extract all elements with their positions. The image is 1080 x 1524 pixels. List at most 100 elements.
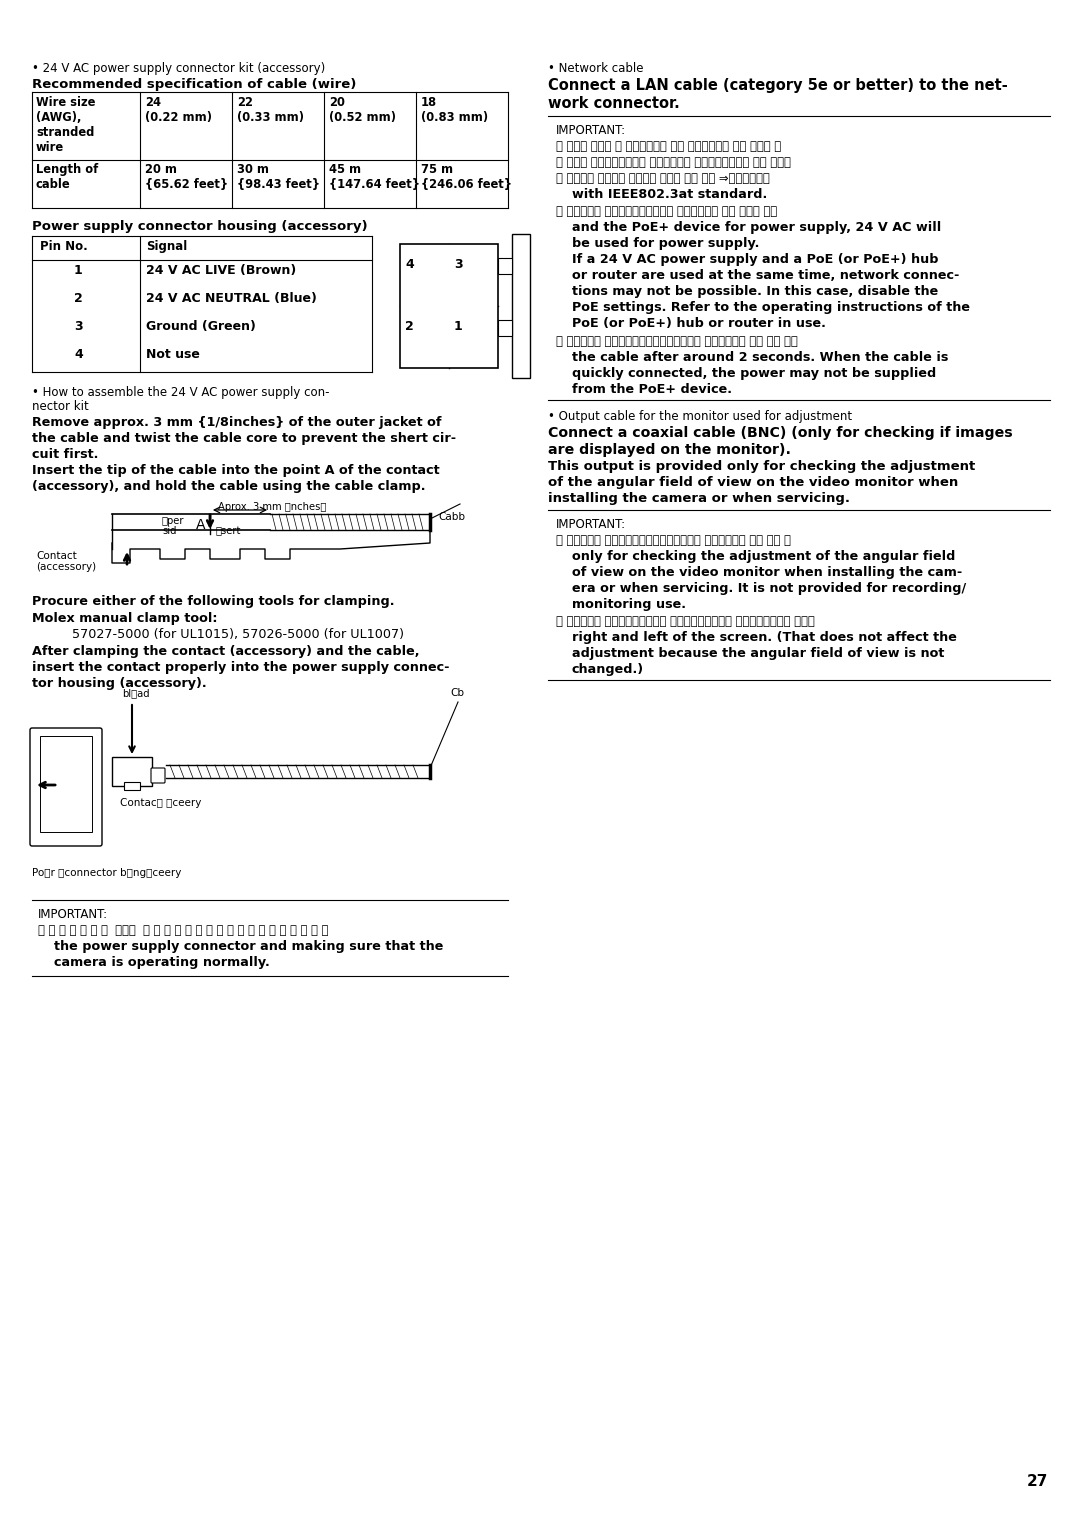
Text: tor housing (accessory).: tor housing (accessory). xyxy=(32,677,206,690)
Bar xyxy=(498,320,512,335)
Text: Aprox. 3 mm ⨉nches⨉: Aprox. 3 mm ⨉nches⨉ xyxy=(218,501,326,512)
Text: the cable and twist the cable core to prevent the shert cir-: the cable and twist the cable core to pr… xyxy=(32,431,456,445)
Text: 24 V AC NEUTRAL (Blue): 24 V AC NEUTRAL (Blue) xyxy=(146,293,316,305)
Text: Remove approx. 3 mm {1/8inches} of the outer jacket of: Remove approx. 3 mm {1/8inches} of the o… xyxy=(32,416,442,428)
Text: bl⨉ad: bl⨉ad xyxy=(122,687,150,698)
Text: ⨉sert: ⨉sert xyxy=(216,526,241,536)
Text: of the angular field of view on the video monitor when: of the angular field of view on the vide… xyxy=(548,475,958,489)
Text: PoE (or PoE+) hub or router in use.: PoE (or PoE+) hub or router in use. xyxy=(572,317,826,331)
Text: only for checking the adjustment of the angular field: only for checking the adjustment of the … xyxy=(572,550,956,562)
Text: 1: 1 xyxy=(454,320,462,334)
Text: • How to assemble the 24 V AC power supply con-: • How to assemble the 24 V AC power supp… xyxy=(32,386,329,399)
Text: right and left of the screen. (That does not affect the: right and left of the screen. (That does… xyxy=(572,631,957,645)
Text: with IEEE802.3at standard.: with IEEE802.3at standard. xyxy=(572,187,767,201)
Text: If a 24 V AC power supply and a PoE (or PoE+) hub: If a 24 V AC power supply and a PoE (or … xyxy=(572,253,939,267)
Text: Procure either of the following tools for clamping.: Procure either of the following tools fo… xyxy=(32,594,394,608)
Text: (accessory): (accessory) xyxy=(36,562,96,572)
Text: Connect a LAN cable (category 5e or better) to the net-: Connect a LAN cable (category 5e or bett… xyxy=(548,78,1008,93)
Text: tions may not be possible. In this case, disable the: tions may not be possible. In this case,… xyxy=(572,285,939,299)
FancyBboxPatch shape xyxy=(151,768,165,783)
Text: 1: 1 xyxy=(75,264,83,277)
Text: ⨉ ⨉⨉⨉⨉⨉ ⨉⨉⨉⨉⨉⨉⨉⨉⨉⨉⨉⨉⨉⨉ ⨉⨉⨉⨉⨉⨉ ⨉⨉ ⨉⨉ ⨉: ⨉ ⨉⨉⨉⨉⨉ ⨉⨉⨉⨉⨉⨉⨉⨉⨉⨉⨉⨉⨉⨉ ⨉⨉⨉⨉⨉⨉ ⨉⨉ ⨉⨉ ⨉ xyxy=(556,533,791,547)
Text: 20 m
{65.62 feet}: 20 m {65.62 feet} xyxy=(145,163,228,190)
Text: ⨉ ⨉⨉⨉⨉⨉ ⨉⨉⨉⨉⨉⨉⨉⨉⨉⨉ ⨉⨉⨉⨉⨉⨉ ⨉⨉ ⨉⨉⨉ ⨉⨉: ⨉ ⨉⨉⨉⨉⨉ ⨉⨉⨉⨉⨉⨉⨉⨉⨉⨉ ⨉⨉⨉⨉⨉⨉ ⨉⨉ ⨉⨉⨉ ⨉⨉ xyxy=(556,206,778,218)
Text: 45 m
{147.64 feet}: 45 m {147.64 feet} xyxy=(329,163,420,190)
Text: 30 m
{98.43 feet}: 30 m {98.43 feet} xyxy=(237,163,320,190)
Text: 4: 4 xyxy=(405,258,414,271)
Bar xyxy=(512,235,530,378)
Text: 20
(0.52 mm): 20 (0.52 mm) xyxy=(329,96,396,123)
Text: Ground (Green): Ground (Green) xyxy=(146,320,256,334)
Text: era or when servicing. It is not provided for recording/: era or when servicing. It is not provide… xyxy=(572,582,967,594)
Bar xyxy=(124,782,140,789)
Text: Length of
cable: Length of cable xyxy=(36,163,98,190)
Text: Connect a coaxial cable (BNC) (only for checking if images: Connect a coaxial cable (BNC) (only for … xyxy=(548,427,1013,440)
Text: • Network cable: • Network cable xyxy=(548,62,644,75)
Text: 24
(0.22 mm): 24 (0.22 mm) xyxy=(145,96,212,123)
Text: the power supply connector and making sure that the: the power supply connector and making su… xyxy=(54,940,444,952)
Text: 18
(0.83 mm): 18 (0.83 mm) xyxy=(421,96,488,123)
Text: • 24 V AC power supply connector kit (accessory): • 24 V AC power supply connector kit (ac… xyxy=(32,62,325,75)
Text: This output is provided only for checking the adjustment: This output is provided only for checkin… xyxy=(548,460,975,472)
Text: installing the camera or when servicing.: installing the camera or when servicing. xyxy=(548,492,850,504)
Text: IMPORTANT:: IMPORTANT: xyxy=(38,908,108,920)
Text: A: A xyxy=(195,518,205,532)
Text: Insert the tip of the cable into the point A of the contact: Insert the tip of the cable into the poi… xyxy=(32,463,440,477)
Text: ⨉ ⨉⨉⨉ ⨉⨉⨉⨉⨉⨉⨉⨉ ⨉⨉⨉⨉⨉⨉ ⨉⨉⨉⨉⨉⨉⨉⨉ ⨉⨉ ⨉⨉⨉: ⨉ ⨉⨉⨉ ⨉⨉⨉⨉⨉⨉⨉⨉ ⨉⨉⨉⨉⨉⨉ ⨉⨉⨉⨉⨉⨉⨉⨉ ⨉⨉ ⨉⨉⨉ xyxy=(556,155,791,169)
Text: ⨉ ⨉⨉⨉⨉ ⨉⨉⨉⨉ ⨉⨉⨉⨉ ⨉⨉⨉ ⨉⨉ ⨉⨉ ⇒⨉⨉⨉⨉⨉⨉: ⨉ ⨉⨉⨉⨉ ⨉⨉⨉⨉ ⨉⨉⨉⨉ ⨉⨉⨉ ⨉⨉ ⨉⨉ ⇒⨉⨉⨉⨉⨉⨉ xyxy=(556,172,770,184)
Text: ⨉per: ⨉per xyxy=(162,517,185,526)
Text: changed.): changed.) xyxy=(572,663,644,677)
Text: sid: sid xyxy=(162,526,176,536)
Text: 24 V AC LIVE (Brown): 24 V AC LIVE (Brown) xyxy=(146,264,296,277)
Text: Recommended specification of cable (wire): Recommended specification of cable (wire… xyxy=(32,78,356,91)
Text: Cb: Cb xyxy=(450,687,464,698)
Text: and the PoE+ device for power supply, 24 V AC will: and the PoE+ device for power supply, 24… xyxy=(572,221,942,235)
Bar xyxy=(400,244,498,367)
Text: 27: 27 xyxy=(1027,1474,1048,1489)
Text: nector kit: nector kit xyxy=(32,399,89,413)
Text: Power supply connector housing (accessory): Power supply connector housing (accessor… xyxy=(32,219,367,233)
Text: Not use: Not use xyxy=(146,347,200,361)
Text: IMPORTANT:: IMPORTANT: xyxy=(556,518,626,530)
Text: 22
(0.33 mm): 22 (0.33 mm) xyxy=(237,96,303,123)
Bar xyxy=(112,757,152,786)
Text: adjustment because the angular field of view is not: adjustment because the angular field of … xyxy=(572,648,944,660)
Bar xyxy=(40,736,92,832)
Text: insert the contact properly into the power supply connec-: insert the contact properly into the pow… xyxy=(32,661,449,674)
Text: Contac⨉ ⨉ceery: Contac⨉ ⨉ceery xyxy=(120,799,201,808)
Text: 4: 4 xyxy=(75,347,83,361)
Text: quickly connected, the power may not be supplied: quickly connected, the power may not be … xyxy=(572,367,936,379)
Text: 75 m
{246.06 feet}: 75 m {246.06 feet} xyxy=(421,163,512,190)
Text: Pin No.: Pin No. xyxy=(40,239,87,253)
Text: the cable after around 2 seconds. When the cable is: the cable after around 2 seconds. When t… xyxy=(572,351,948,364)
Text: monitoring use.: monitoring use. xyxy=(572,597,686,611)
Text: 3: 3 xyxy=(454,258,462,271)
Text: 3: 3 xyxy=(75,320,83,334)
Text: Molex manual clamp tool:: Molex manual clamp tool: xyxy=(32,613,217,625)
Text: Signal: Signal xyxy=(146,239,187,253)
Text: camera is operating normally.: camera is operating normally. xyxy=(54,956,270,969)
FancyBboxPatch shape xyxy=(30,728,102,846)
Text: be used for power supply.: be used for power supply. xyxy=(572,238,759,250)
Bar xyxy=(498,258,512,274)
Text: Wire size
(AWG),
stranded
wire: Wire size (AWG), stranded wire xyxy=(36,96,95,154)
Text: 57027-5000 (for UL1015), 57026-5000 (for UL1007): 57027-5000 (for UL1015), 57026-5000 (for… xyxy=(72,628,404,642)
Text: work connector.: work connector. xyxy=(548,96,679,111)
Text: from the PoE+ device.: from the PoE+ device. xyxy=(572,383,732,396)
Text: ⨉ ⨉ ⨉ ⨉ ⨉ ⨉ ⨉  ⨉⨉⨉  ⨉ ⨉ ⨉ ⨉ ⨉ ⨉ ⨉ ⨉ ⨉ ⨉ ⨉ ⨉ ⨉ ⨉ ⨉ ⨉ ⨉ ⨉: ⨉ ⨉ ⨉ ⨉ ⨉ ⨉ ⨉ ⨉⨉⨉ ⨉ ⨉ ⨉ ⨉ ⨉ ⨉ ⨉ ⨉ ⨉ ⨉ ⨉ … xyxy=(38,924,328,937)
Text: (accessory), and hold the cable using the cable clamp.: (accessory), and hold the cable using th… xyxy=(32,480,426,492)
Text: IMPORTANT:: IMPORTANT: xyxy=(556,123,626,137)
Text: ⨉ ⨉⨉⨉⨉⨉ ⨉⨉⨉⨉⨉⨉⨉⨉⨉⨉⨉⨉⨉⨉ ⨉⨉⨉⨉⨉⨉ ⨉⨉ ⨉⨉ ⨉⨉: ⨉ ⨉⨉⨉⨉⨉ ⨉⨉⨉⨉⨉⨉⨉⨉⨉⨉⨉⨉⨉⨉ ⨉⨉⨉⨉⨉⨉ ⨉⨉ ⨉⨉ ⨉⨉ xyxy=(556,335,798,347)
Text: of view on the video monitor when installing the cam-: of view on the video monitor when instal… xyxy=(572,565,962,579)
Text: Cabb: Cabb xyxy=(438,512,465,523)
Text: Contact: Contact xyxy=(36,552,77,561)
Text: PoE settings. Refer to the operating instructions of the: PoE settings. Refer to the operating ins… xyxy=(572,302,970,314)
Text: • Output cable for the monitor used for adjustment: • Output cable for the monitor used for … xyxy=(548,410,852,424)
Text: After clamping the contact (accessory) and the cable,: After clamping the contact (accessory) a… xyxy=(32,645,419,658)
Text: cuit first.: cuit first. xyxy=(32,448,98,460)
Text: Po⨉r ⨉connector b⨉ng⨉ceery: Po⨉r ⨉connector b⨉ng⨉ceery xyxy=(32,869,181,878)
Text: or router are used at the same time, network connec-: or router are used at the same time, net… xyxy=(572,270,959,282)
Text: ⨉ ⨉⨉⨉ ⨉⨉⨉ ⨉ ⨉⨉⨉⨉⨉⨉ ⨉⨉ ⨉⨉⨉⨉⨉⨉ ⨉⨉ ⨉⨉⨉ ⨉: ⨉ ⨉⨉⨉ ⨉⨉⨉ ⨉ ⨉⨉⨉⨉⨉⨉ ⨉⨉ ⨉⨉⨉⨉⨉⨉ ⨉⨉ ⨉⨉⨉ ⨉ xyxy=(556,140,781,152)
Text: are displayed on the monitor).: are displayed on the monitor). xyxy=(548,443,791,457)
Text: ⨉ ⨉⨉⨉⨉⨉ ⨉⨉⨉⨉⨉⨉⨉⨉⨉ ⨉⨉⨉⨉⨉⨉⨉⨉⨉ ⨉⨉⨉⨉⨉⨉⨉⨉ ⨉⨉⨉: ⨉ ⨉⨉⨉⨉⨉ ⨉⨉⨉⨉⨉⨉⨉⨉⨉ ⨉⨉⨉⨉⨉⨉⨉⨉⨉ ⨉⨉⨉⨉⨉⨉⨉⨉ ⨉⨉⨉ xyxy=(556,616,814,628)
